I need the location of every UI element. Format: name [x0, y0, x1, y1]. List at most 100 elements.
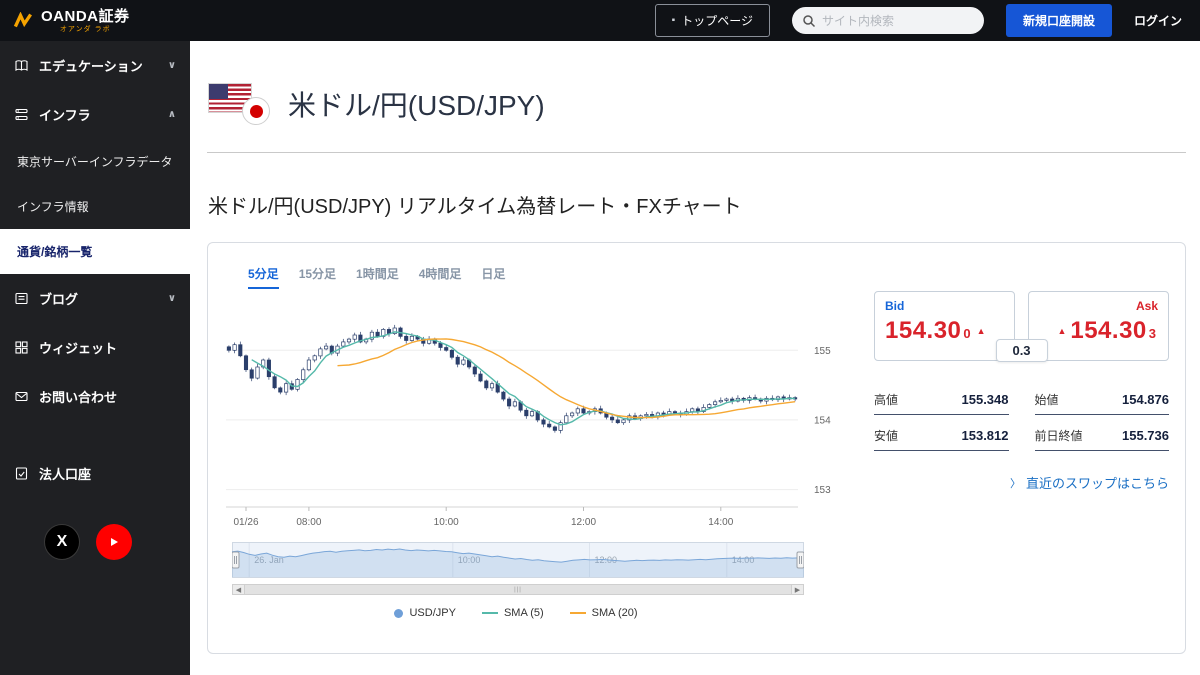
grip-icon: |||	[514, 586, 522, 593]
login-link[interactable]: ログイン	[1133, 14, 1182, 28]
sidebar-label: お問い合わせ	[39, 390, 118, 405]
oanda-logo-icon	[13, 11, 32, 27]
svg-text:14:00: 14:00	[732, 555, 755, 565]
sidebar-item-infra-info[interactable]: インフラ情報	[17, 200, 89, 214]
server-icon	[15, 108, 28, 121]
svg-text:10:00: 10:00	[458, 555, 481, 565]
sidebar-item-blog[interactable]: ブログ ∨	[0, 274, 190, 323]
legend-label: SMA (5)	[503, 607, 544, 619]
chart-legend: USD/JPY SMA (5) SMA (20)	[226, 607, 806, 619]
svg-text:14:00: 14:00	[708, 517, 733, 528]
candlestick-chart: 153 154 155 01/26 08:00 10:00 12:00 14:00	[226, 324, 831, 528]
up-caret-icon: ▲	[1057, 326, 1067, 336]
japan-flag-icon	[242, 97, 270, 125]
legend-sma5[interactable]: SMA (5)	[481, 607, 544, 619]
sidebar-item-widget[interactable]: ウィジェット	[0, 323, 190, 372]
blog-icon	[15, 292, 28, 305]
chart-column: 5分足 15分足 1時間足 4時間足 日足 153 154 155 01/26 08:0…	[226, 263, 874, 631]
scrollbar-thumb[interactable]: |||	[245, 585, 791, 594]
open-account-button[interactable]: 新規口座開設	[1005, 4, 1112, 37]
svg-text:153: 153	[814, 485, 831, 496]
chart-scrollbar[interactable]: ◀ ||| ▶	[232, 584, 804, 595]
scrollbar-track[interactable]: |||	[245, 584, 791, 595]
widget-icon	[15, 341, 28, 354]
tab-1hour[interactable]: 1時間足	[356, 267, 399, 281]
svg-text:08:00: 08:00	[296, 517, 321, 528]
legend-label: USD/JPY	[409, 607, 456, 619]
sidebar-label: ブログ	[39, 292, 79, 307]
quote-panel: Bid 154.30 0 ▲ Ask ▲ 154.30 3 0.3	[874, 263, 1169, 631]
sidebar-label: 法人口座	[39, 467, 92, 482]
document-check-icon	[15, 467, 28, 480]
oanda-logo[interactable]: OANDA証券 オアンダ ラボ	[0, 9, 142, 33]
sidebar: エデュケーション ∨ インフラ ∧ 東京サーバーインフラデータ インフラ情報 通…	[0, 41, 190, 675]
stat-label: 始値	[1034, 393, 1059, 407]
timeframe-tabs: 5分足 15分足 1時間足 4時間足 日足	[248, 265, 874, 289]
ask-box[interactable]: Ask ▲ 154.30 3	[1028, 291, 1169, 361]
svg-text:154: 154	[814, 415, 831, 426]
ask-fraction: 3	[1148, 326, 1156, 341]
sidebar-item-education[interactable]: エデュケーション ∨	[0, 41, 190, 90]
play-icon	[111, 538, 118, 546]
legend-usdjpy[interactable]: USD/JPY	[394, 607, 456, 619]
top-page-label: トップページ	[681, 14, 753, 28]
svg-text:155: 155	[814, 346, 831, 357]
page-title: 米ドル/円(USD/JPY)	[288, 90, 545, 121]
stat-low: 安値 153.812	[874, 427, 1009, 451]
svg-text:12:00: 12:00	[571, 517, 596, 528]
book-icon	[15, 60, 28, 72]
bid-box[interactable]: Bid 154.30 0 ▲	[874, 291, 1015, 361]
top-bar: OANDA証券 オアンダ ラボ ▪ トップページ 新規口座開設 ログイン	[0, 0, 1200, 41]
x-twitter-icon[interactable]: X	[44, 524, 80, 560]
scroll-left-arrow[interactable]: ◀	[232, 584, 245, 595]
stat-open: 始値 154.876	[1034, 391, 1169, 415]
swap-link-label: 直近のスワップはこちら	[1025, 476, 1169, 491]
ask-price: 154.30	[1070, 317, 1147, 344]
logo-text: OANDA証券	[41, 7, 130, 25]
sidebar-item-infra[interactable]: インフラ ∧	[0, 90, 190, 139]
quote-stats: 高値 155.348 始値 154.876 安値 153.812 前日終値 15…	[874, 391, 1169, 451]
search-input[interactable]	[821, 13, 962, 28]
stat-prev-close: 前日終値 155.736	[1034, 427, 1169, 451]
series-marker-line	[569, 612, 586, 614]
sidebar-item-currency-list[interactable]: 通貨/銘柄一覧	[0, 229, 190, 274]
svg-text:26. Jan: 26. Jan	[254, 555, 284, 565]
stat-label: 前日終値	[1034, 429, 1083, 443]
logo-subtext: オアンダ ラボ	[59, 25, 111, 33]
series-marker-line	[481, 612, 498, 614]
top-page-button[interactable]: ▪ トップページ	[654, 4, 770, 37]
usdjpy-flag-pair	[208, 83, 270, 125]
bid-label: Bid	[885, 299, 905, 313]
stat-value: 155.348	[961, 392, 1009, 407]
fx-chart-card: 5分足 15分足 1時間足 4時間足 日足 153 154 155 01/26 08:0…	[207, 242, 1186, 654]
sidebar-label: エデュケーション	[39, 59, 143, 74]
stat-label: 安値	[874, 429, 899, 443]
swap-link[interactable]: 〉 直近のスワップはこちら	[874, 473, 1169, 492]
sidebar-item-tokyo-server-data[interactable]: 東京サーバーインフラデータ	[17, 155, 173, 169]
stat-value: 155.736	[1122, 428, 1169, 443]
sidebar-label: ウィジェット	[39, 341, 118, 356]
bid-price: 154.30	[885, 317, 962, 344]
stat-value: 153.812	[961, 428, 1009, 443]
tab-5min[interactable]: 5分足	[248, 265, 279, 289]
youtube-icon[interactable]	[96, 524, 132, 560]
chevron-down-icon: ∨	[167, 293, 176, 304]
site-search	[791, 7, 984, 34]
ask-label: Ask	[1135, 299, 1158, 313]
bid-fraction: 0	[963, 326, 971, 341]
up-caret-icon: ▲	[976, 326, 986, 336]
main-content: 米ドル/円(USD/JPY) 米ドル/円(USD/JPY) リアルタイム為替レー…	[190, 41, 1200, 675]
bullet-icon: ▪	[671, 15, 676, 26]
stat-high: 高値 155.348	[874, 391, 1009, 415]
tab-4hour[interactable]: 4時間足	[418, 267, 462, 281]
sidebar-item-contact[interactable]: お問い合わせ	[0, 372, 190, 421]
sidebar-spacer	[0, 421, 190, 449]
series-marker-circle	[394, 608, 404, 618]
section-subtitle: 米ドル/円(USD/JPY) リアルタイム為替レート・FXチャート	[208, 196, 742, 218]
tab-daily[interactable]: 日足	[481, 267, 506, 281]
legend-sma20[interactable]: SMA (20)	[569, 607, 638, 619]
sidebar-item-corporate[interactable]: 法人口座	[0, 449, 190, 498]
scroll-right-arrow[interactable]: ▶	[791, 584, 804, 595]
tab-15min[interactable]: 15分足	[298, 267, 337, 281]
